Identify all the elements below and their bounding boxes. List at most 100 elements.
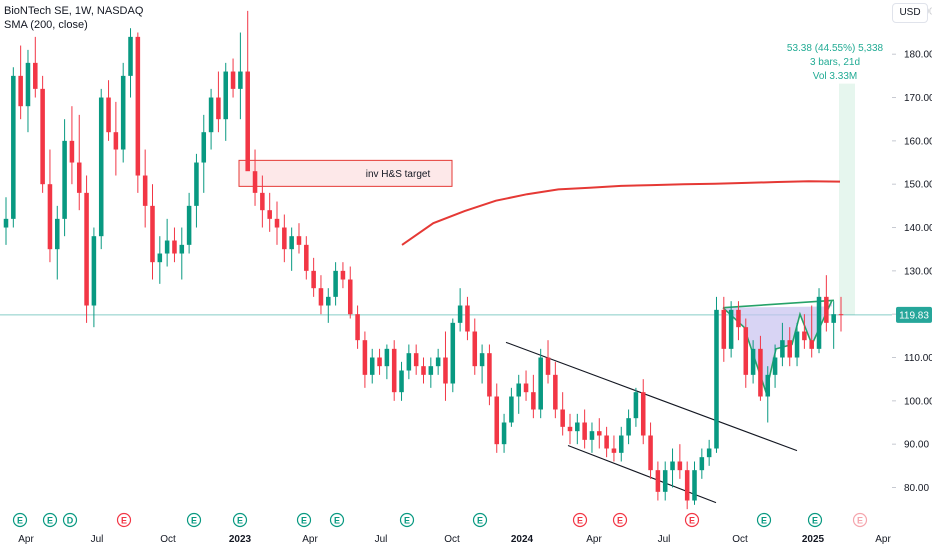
- earnings-marker[interactable]: E: [296, 512, 312, 528]
- channel-upper-line[interactable]: [505, 341, 798, 452]
- neckline[interactable]: [722, 299, 835, 309]
- candle-body[interactable]: [120, 75, 126, 150]
- candle-body[interactable]: [750, 348, 756, 375]
- candle-body[interactable]: [560, 409, 565, 427]
- candle-body[interactable]: [472, 331, 478, 367]
- candle-body[interactable]: [98, 97, 104, 237]
- candle-body[interactable]: [706, 448, 712, 458]
- candle-body[interactable]: [47, 184, 53, 250]
- candle-body[interactable]: [575, 422, 580, 432]
- candle-body[interactable]: [655, 470, 661, 492]
- candle-body[interactable]: [670, 461, 675, 471]
- candle-body[interactable]: [465, 305, 470, 332]
- target-zone-box[interactable]: [238, 159, 453, 187]
- candle-body[interactable]: [384, 348, 390, 367]
- candle-body[interactable]: [164, 240, 170, 254]
- earnings-marker[interactable]: E: [572, 512, 588, 528]
- candle-body[interactable]: [406, 353, 412, 371]
- candle-body[interactable]: [802, 331, 807, 341]
- candle-body[interactable]: [172, 240, 177, 254]
- candle-body[interactable]: [260, 192, 265, 211]
- candle-body[interactable]: [457, 305, 463, 323]
- candle-body[interactable]: [831, 314, 836, 323]
- measured-move-zone[interactable]: [839, 83, 855, 315]
- candle-body[interactable]: [538, 357, 543, 410]
- channel-lower-line[interactable]: [567, 444, 717, 504]
- candle-body[interactable]: [84, 192, 89, 306]
- candle-body[interactable]: [523, 383, 529, 393]
- candle-body[interactable]: [296, 236, 302, 245]
- candle-body[interactable]: [772, 357, 778, 375]
- candle-body[interactable]: [662, 470, 668, 492]
- candle-body[interactable]: [3, 218, 9, 228]
- candle-body[interactable]: [633, 392, 639, 419]
- candle-body[interactable]: [40, 88, 45, 185]
- candle-body[interactable]: [604, 435, 609, 449]
- candle-body[interactable]: [787, 340, 792, 358]
- earnings-marker[interactable]: E: [612, 512, 628, 528]
- candle-body[interactable]: [684, 470, 690, 501]
- candle-body[interactable]: [135, 36, 141, 176]
- candle-body[interactable]: [318, 288, 324, 306]
- candle-body[interactable]: [18, 75, 23, 107]
- candle-body[interactable]: [106, 97, 111, 133]
- sma-200-line[interactable]: [401, 180, 841, 246]
- candle-body[interactable]: [347, 279, 353, 315]
- candle-body[interactable]: [11, 75, 16, 219]
- indicator-label[interactable]: SMA (200, close): [4, 19, 88, 31]
- candle-body[interactable]: [186, 205, 192, 245]
- earnings-marker[interactable]: E: [684, 512, 700, 528]
- candle-body[interactable]: [435, 357, 441, 367]
- candle-body[interactable]: [391, 348, 397, 393]
- candle-body[interactable]: [648, 435, 653, 471]
- candle-body[interactable]: [758, 348, 763, 397]
- candle-body[interactable]: [25, 62, 31, 107]
- earnings-marker[interactable]: E: [807, 512, 823, 528]
- earnings-marker[interactable]: E: [42, 512, 58, 528]
- candle-body[interactable]: [238, 71, 243, 89]
- candle-body[interactable]: [413, 353, 419, 367]
- candle-body[interactable]: [157, 253, 163, 263]
- candle-body[interactable]: [208, 97, 214, 133]
- symbol-title[interactable]: BioNTech SE, 1W, NASDAQ: [4, 5, 144, 17]
- candle-body[interactable]: [677, 461, 683, 471]
- candle-body[interactable]: [142, 175, 148, 206]
- candle-body[interactable]: [714, 309, 719, 449]
- candle-body[interactable]: [223, 71, 229, 120]
- candle-body[interactable]: [794, 331, 800, 358]
- candle-body[interactable]: [340, 270, 346, 280]
- candle-body[interactable]: [311, 270, 316, 289]
- candle-body[interactable]: [91, 236, 97, 306]
- candle-body[interactable]: [355, 314, 360, 341]
- candle-body[interactable]: [626, 418, 631, 436]
- candle-body[interactable]: [589, 431, 595, 440]
- candle-body[interactable]: [479, 353, 485, 367]
- candle-body[interactable]: [62, 140, 67, 219]
- candle-body[interactable]: [582, 422, 587, 440]
- candle-body[interactable]: [816, 296, 822, 349]
- candle-body[interactable]: [252, 171, 258, 193]
- candle-body[interactable]: [113, 132, 119, 150]
- candle-body[interactable]: [201, 132, 207, 163]
- candle-body[interactable]: [516, 383, 521, 397]
- candle-body[interactable]: [421, 366, 426, 375]
- candle-body[interactable]: [618, 435, 624, 453]
- candle-body[interactable]: [611, 448, 617, 453]
- candle-body[interactable]: [443, 357, 448, 384]
- candle-body[interactable]: [362, 340, 368, 375]
- earnings-marker[interactable]: E: [116, 512, 132, 528]
- earnings-marker[interactable]: E: [329, 512, 345, 528]
- candle-body[interactable]: [501, 422, 507, 445]
- candle-body[interactable]: [399, 370, 404, 393]
- candle-body[interactable]: [289, 236, 294, 250]
- candle-body[interactable]: [216, 97, 221, 120]
- candle-body[interactable]: [55, 218, 60, 250]
- candle-body[interactable]: [194, 162, 199, 206]
- candle-body[interactable]: [69, 140, 75, 163]
- candle-body[interactable]: [509, 396, 514, 423]
- earnings-marker[interactable]: E: [472, 512, 488, 528]
- candle-body[interactable]: [728, 309, 734, 349]
- candle-body[interactable]: [743, 327, 749, 375]
